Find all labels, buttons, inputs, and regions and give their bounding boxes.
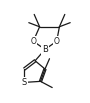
Text: S: S xyxy=(22,78,27,87)
Text: B: B xyxy=(42,45,48,54)
Text: O: O xyxy=(30,37,36,46)
Text: O: O xyxy=(54,37,60,46)
